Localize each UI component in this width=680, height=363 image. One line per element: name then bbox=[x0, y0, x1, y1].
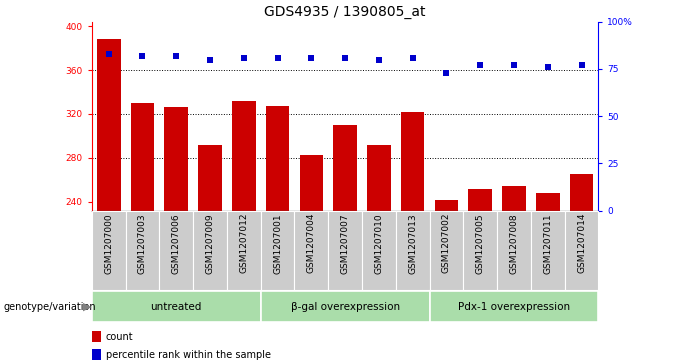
Point bbox=[239, 55, 250, 61]
Point bbox=[103, 51, 114, 57]
Text: GSM1207008: GSM1207008 bbox=[509, 213, 518, 274]
Point bbox=[205, 57, 216, 62]
Bar bbox=[193, 211, 227, 290]
Text: GSM1207011: GSM1207011 bbox=[543, 213, 552, 274]
Text: genotype/variation: genotype/variation bbox=[3, 302, 96, 312]
Point bbox=[543, 64, 554, 70]
Bar bbox=[159, 211, 193, 290]
Point bbox=[340, 55, 351, 61]
Point bbox=[441, 70, 452, 76]
Bar bbox=[430, 291, 598, 322]
Bar bbox=[260, 291, 430, 322]
Bar bbox=[266, 106, 290, 211]
Point bbox=[373, 57, 384, 62]
Text: count: count bbox=[106, 331, 133, 342]
Bar bbox=[131, 103, 154, 211]
Bar bbox=[92, 331, 101, 342]
Bar bbox=[126, 211, 159, 290]
Text: Pdx-1 overexpression: Pdx-1 overexpression bbox=[458, 302, 570, 312]
Point bbox=[576, 62, 587, 68]
Bar bbox=[536, 193, 560, 211]
Bar bbox=[232, 101, 256, 211]
Bar bbox=[564, 211, 598, 290]
Point bbox=[475, 62, 486, 68]
Text: GSM1207004: GSM1207004 bbox=[307, 213, 316, 273]
Bar bbox=[570, 174, 594, 211]
Text: GSM1207010: GSM1207010 bbox=[375, 213, 384, 274]
Text: GSM1207003: GSM1207003 bbox=[138, 213, 147, 274]
Bar bbox=[92, 211, 126, 290]
Bar bbox=[435, 200, 458, 211]
Bar bbox=[531, 211, 564, 290]
Point bbox=[407, 55, 418, 61]
Text: GSM1207012: GSM1207012 bbox=[239, 213, 248, 273]
Bar bbox=[328, 211, 362, 290]
Bar bbox=[294, 211, 328, 290]
Text: GSM1207001: GSM1207001 bbox=[273, 213, 282, 274]
Bar bbox=[362, 211, 396, 290]
Text: untreated: untreated bbox=[150, 302, 202, 312]
Bar bbox=[97, 39, 120, 211]
Bar bbox=[260, 211, 294, 290]
Text: percentile rank within the sample: percentile rank within the sample bbox=[106, 350, 271, 360]
Bar bbox=[333, 125, 357, 211]
Text: GSM1207009: GSM1207009 bbox=[205, 213, 214, 274]
Bar bbox=[227, 211, 260, 290]
Bar bbox=[502, 186, 526, 211]
Point bbox=[272, 55, 283, 61]
Bar bbox=[396, 211, 430, 290]
Point bbox=[137, 53, 148, 59]
Title: GDS4935 / 1390805_at: GDS4935 / 1390805_at bbox=[265, 5, 426, 19]
Bar bbox=[430, 211, 463, 290]
Text: GSM1207000: GSM1207000 bbox=[104, 213, 113, 274]
Bar bbox=[469, 189, 492, 211]
Point bbox=[306, 55, 317, 61]
Text: GSM1207006: GSM1207006 bbox=[172, 213, 181, 274]
Bar bbox=[463, 211, 497, 290]
Point bbox=[171, 53, 182, 59]
Point bbox=[509, 62, 520, 68]
Bar bbox=[92, 291, 260, 322]
Bar bbox=[299, 155, 323, 211]
Bar bbox=[198, 145, 222, 211]
Bar bbox=[92, 349, 101, 360]
Text: GSM1207007: GSM1207007 bbox=[341, 213, 350, 274]
Text: GSM1207005: GSM1207005 bbox=[476, 213, 485, 274]
Text: GSM1207014: GSM1207014 bbox=[577, 213, 586, 273]
Bar bbox=[165, 107, 188, 211]
Text: GSM1207013: GSM1207013 bbox=[408, 213, 417, 274]
Bar bbox=[497, 211, 531, 290]
Bar bbox=[401, 112, 424, 211]
Text: GSM1207002: GSM1207002 bbox=[442, 213, 451, 273]
Text: ▶: ▶ bbox=[83, 302, 91, 312]
Bar bbox=[367, 145, 391, 211]
Text: β-gal overexpression: β-gal overexpression bbox=[290, 302, 400, 312]
